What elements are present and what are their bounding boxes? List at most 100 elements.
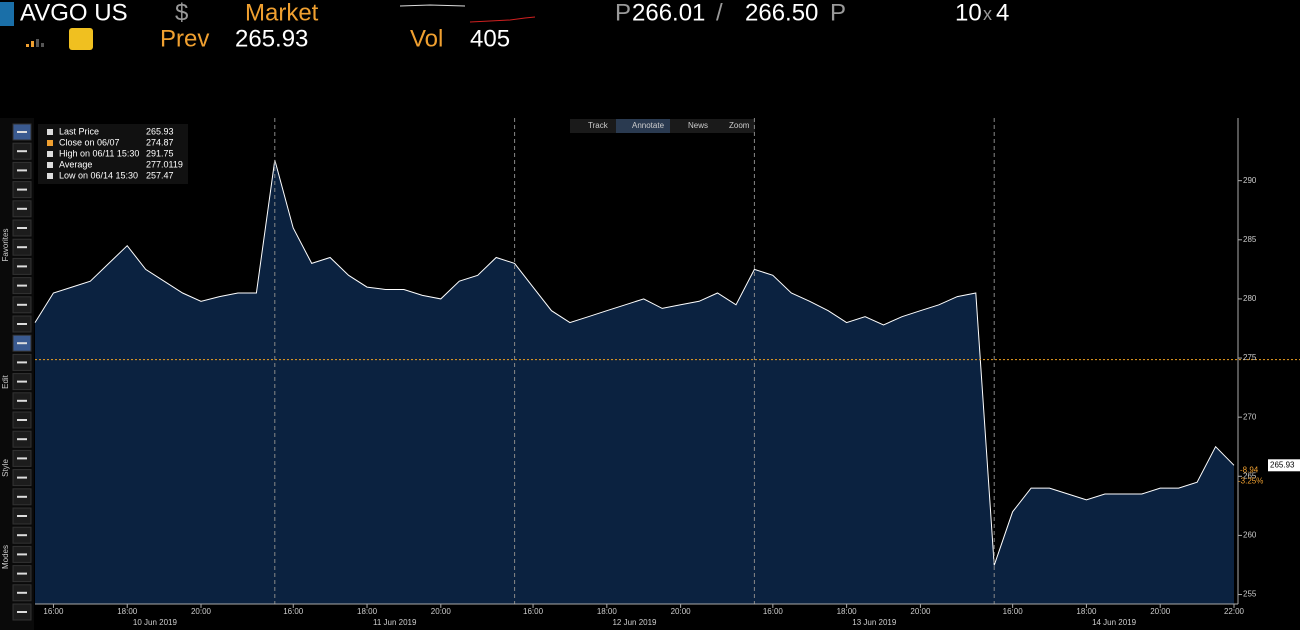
toolbar-button[interactable]: Zoom — [729, 121, 750, 130]
change: -8.94 — [1240, 465, 1259, 474]
tool-glyph — [17, 476, 27, 479]
signal-icon — [31, 41, 34, 47]
tool-glyph — [17, 246, 27, 249]
vol-label: Vol — [410, 25, 443, 52]
tool-glyph — [17, 361, 27, 364]
legend-value: 257.47 — [146, 170, 174, 180]
last-price-box — [1268, 459, 1300, 472]
ask: 266.50 — [745, 0, 818, 26]
y-tick-label: 255 — [1243, 590, 1257, 599]
size-x: x — [983, 4, 992, 24]
tool-glyph — [17, 169, 27, 172]
x-tick-label: 20:00 — [191, 607, 212, 616]
date-label: 12 Jun 2019 — [612, 618, 657, 627]
ask-suffix: P — [830, 0, 846, 26]
x-tick-label: 16:00 — [283, 607, 304, 616]
tool-glyph — [17, 457, 27, 460]
tool-glyph — [17, 534, 27, 537]
legend-swatch — [47, 162, 53, 168]
currency: $ — [175, 0, 188, 26]
x-tick-label: 18:00 — [1076, 607, 1097, 616]
signal-icon — [36, 39, 39, 47]
legend-value: 277.0119 — [146, 159, 183, 169]
legend-label: Last Price — [59, 126, 99, 136]
toolbar-button[interactable]: Track — [588, 121, 609, 130]
y-tick-label: 260 — [1243, 531, 1257, 540]
price-area — [35, 160, 1234, 604]
legend-swatch — [47, 173, 53, 179]
legend-label: High on 06/11 15:30 — [59, 148, 139, 158]
date-label: 10 Jun 2019 — [133, 618, 178, 627]
y-tick-label: 270 — [1243, 412, 1257, 421]
side-label: Modes — [1, 545, 10, 569]
tool-glyph — [17, 553, 27, 556]
tool-glyph — [17, 284, 27, 287]
change-pct: -3.25% — [1238, 476, 1263, 485]
legend-swatch — [47, 140, 53, 146]
tool-glyph — [17, 611, 27, 613]
vol: 405 — [470, 25, 510, 52]
y-tick-label: 285 — [1243, 235, 1257, 244]
tool-glyph — [17, 342, 27, 345]
tool-glyph — [17, 591, 27, 594]
gauge-icon[interactable] — [69, 28, 93, 50]
tool-glyph — [17, 150, 27, 153]
tool-glyph — [17, 303, 27, 306]
sparkline — [399, 4, 466, 7]
legend-value: 291.75 — [146, 148, 174, 158]
y-tick-label: 275 — [1243, 353, 1257, 362]
tool-glyph — [17, 188, 27, 191]
legend-swatch — [47, 151, 53, 157]
x-tick-label: 16:00 — [523, 607, 544, 616]
x-tick-label: 18:00 — [837, 607, 858, 616]
tool-glyph — [17, 399, 27, 402]
date-label: 13 Jun 2019 — [852, 618, 897, 627]
x-tick-label: 16:00 — [763, 607, 784, 616]
side-label: Edit — [1, 374, 10, 389]
y-tick-label: 265 — [1243, 471, 1257, 480]
x-tick-label: 20:00 — [910, 607, 931, 616]
tool-glyph — [17, 380, 27, 383]
tool-glyph — [17, 227, 27, 229]
legend-label: Close on 06/07 — [59, 137, 120, 147]
legend-label: Low on 06/14 15:30 — [59, 170, 138, 180]
tool-glyph — [17, 131, 27, 133]
side-label: Favorites — [1, 229, 10, 262]
x-tick-label: 20:00 — [671, 607, 692, 616]
toolbar-button[interactable]: Annotate — [632, 121, 665, 130]
ticker: AVGO US — [20, 0, 128, 26]
signal-icon — [26, 44, 29, 47]
separator: / — [716, 0, 723, 26]
bid-size: 10 — [955, 0, 982, 26]
legend-box — [38, 124, 188, 184]
prev-label: Prev — [160, 25, 209, 52]
legend-swatch — [47, 129, 53, 135]
x-tick-label: 22:00 — [1224, 607, 1245, 616]
x-tick-label: 16:00 — [1003, 607, 1024, 616]
legend-value: 274.87 — [146, 137, 174, 147]
side-label: Style — [1, 459, 10, 477]
y-tick-label: 280 — [1243, 294, 1257, 303]
x-tick-label: 20:00 — [431, 607, 452, 616]
date-label: 14 Jun 2019 — [1092, 618, 1137, 627]
y-tick-label: 290 — [1243, 176, 1257, 185]
x-tick-label: 20:00 — [1150, 607, 1171, 616]
x-tick-label: 16:00 — [43, 607, 64, 616]
signal-icon — [41, 43, 44, 47]
bid-prefix: P — [615, 0, 631, 26]
tool-glyph — [17, 323, 27, 325]
security-marker — [0, 2, 14, 26]
tool-sidebar: Favorites Edit Style Modes — [0, 118, 34, 630]
market: Market — [245, 0, 319, 26]
tool-glyph — [17, 438, 27, 441]
tool-glyph — [17, 419, 27, 421]
tool-glyph — [17, 265, 27, 268]
x-tick-label: 18:00 — [597, 607, 618, 616]
last-price-label: 265.93 — [1270, 460, 1295, 469]
ask-size: 4 — [996, 0, 1009, 26]
x-tick-label: 18:00 — [117, 607, 138, 616]
tool-glyph — [17, 495, 27, 498]
sparkline — [469, 16, 536, 23]
toolbar-button[interactable]: News — [688, 121, 708, 130]
tool-glyph — [17, 572, 27, 575]
